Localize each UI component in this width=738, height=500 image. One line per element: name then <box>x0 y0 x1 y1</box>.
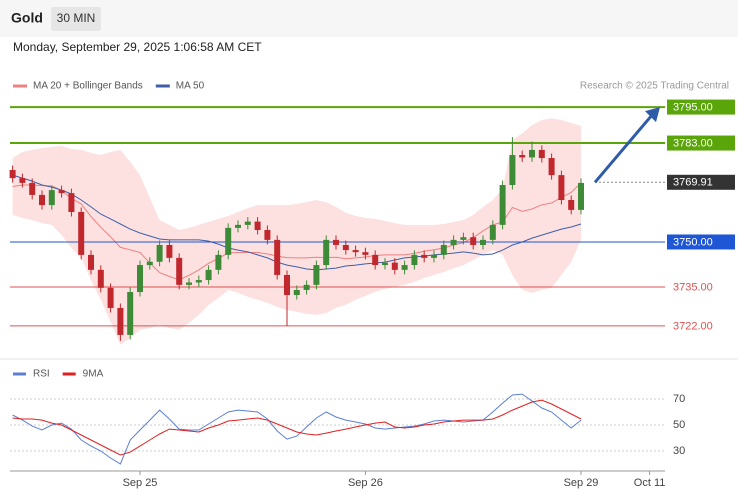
candle-body <box>48 190 55 206</box>
candle-body <box>29 182 36 195</box>
x-tick-label: Oct 11 <box>634 477 666 489</box>
legend-label: MA 20 + Bollinger Bands <box>33 81 143 92</box>
candle-body <box>391 262 398 270</box>
candle-body <box>19 178 26 183</box>
candle-body <box>529 149 535 158</box>
level-label: 3783.00 <box>673 137 713 149</box>
legend-label: MA 50 <box>176 81 205 92</box>
candle-body <box>440 244 447 255</box>
candle-body <box>97 269 104 288</box>
candle-body <box>235 224 241 228</box>
timestamp: Monday, September 29, 2025 1:06:58 AM CE… <box>13 40 262 54</box>
candle-body <box>352 250 359 253</box>
interval[interactable]: 30 MIN <box>57 11 96 25</box>
level-label-box <box>667 99 735 115</box>
candle-body <box>166 244 173 258</box>
symbol: Gold <box>11 10 43 26</box>
candle-body <box>450 239 457 245</box>
indicator-line <box>12 393 582 465</box>
candle-body <box>176 257 183 285</box>
candle-body <box>88 254 94 270</box>
candle-body <box>372 254 379 266</box>
legend-label: 9MA <box>83 369 104 380</box>
candle-body <box>470 237 477 245</box>
level-label-box <box>667 174 735 190</box>
candle-body <box>333 239 339 245</box>
candle-body <box>146 261 153 266</box>
credit: Research © 2025 Trading Central <box>580 81 729 92</box>
level-label: 3769.91 <box>673 177 713 189</box>
candle-body <box>548 158 555 176</box>
candle-body <box>284 274 290 296</box>
candle-body <box>489 224 496 240</box>
y-tick-label: 50 <box>673 419 685 431</box>
bollinger-band <box>12 118 582 345</box>
x-tick-label: Sep 25 <box>123 477 158 489</box>
candle-body <box>568 200 575 210</box>
candle-body <box>342 244 349 251</box>
candle-body <box>186 282 192 285</box>
candle-body <box>431 254 437 258</box>
candle-body <box>313 265 320 285</box>
candle-body <box>244 221 251 225</box>
level-label: 3722.00 <box>673 320 713 332</box>
candle-body <box>225 227 232 255</box>
indicator-line <box>12 399 582 456</box>
candle-body <box>127 292 134 335</box>
y-tick-label: 70 <box>673 393 685 405</box>
candle-body <box>205 269 212 281</box>
candle-body <box>382 262 388 266</box>
x-tick-label: Sep 26 <box>348 477 383 489</box>
candle-body <box>411 254 418 266</box>
y-tick-label: 30 <box>673 445 685 457</box>
interval-box[interactable] <box>51 7 101 31</box>
x-tick-label: Sep 29 <box>564 477 599 489</box>
candle-body <box>39 194 45 206</box>
level-label-box <box>667 234 735 250</box>
candle-body <box>362 252 369 255</box>
candle-body <box>215 254 222 270</box>
candle-body <box>264 229 271 240</box>
candle-body <box>107 287 114 308</box>
candle-body <box>303 284 310 290</box>
candle-body <box>480 239 486 245</box>
candle-body <box>195 280 202 283</box>
level-label: 3795.00 <box>673 101 713 113</box>
candle-body <box>137 265 143 293</box>
candle-body <box>78 211 85 255</box>
candle-body <box>578 182 584 210</box>
candle-body <box>254 221 261 230</box>
candle-body <box>519 155 526 158</box>
candle-body <box>421 254 428 258</box>
candle-body <box>401 265 408 270</box>
candle-body <box>538 149 545 159</box>
ma-line <box>12 174 582 271</box>
candle-body <box>509 155 516 186</box>
candle-body <box>274 239 281 275</box>
level-label: 3750.00 <box>673 236 713 248</box>
candle-body <box>58 190 65 194</box>
candle-body <box>117 307 124 335</box>
ma-line <box>12 182 582 281</box>
level-label: 3735.00 <box>673 281 713 293</box>
candle-body <box>68 193 75 212</box>
projection-arrow-head <box>645 107 660 123</box>
candle-body <box>323 239 330 266</box>
candle-body <box>156 244 163 262</box>
candle-body <box>9 170 16 179</box>
candle-body <box>499 185 506 225</box>
legend-label: RSI <box>33 369 50 380</box>
projection-arrow <box>593 114 654 184</box>
candle-body <box>293 289 300 296</box>
candle-body <box>460 237 467 240</box>
top-bar <box>0 0 738 37</box>
candle-body <box>558 175 565 201</box>
level-label-box <box>667 135 735 151</box>
